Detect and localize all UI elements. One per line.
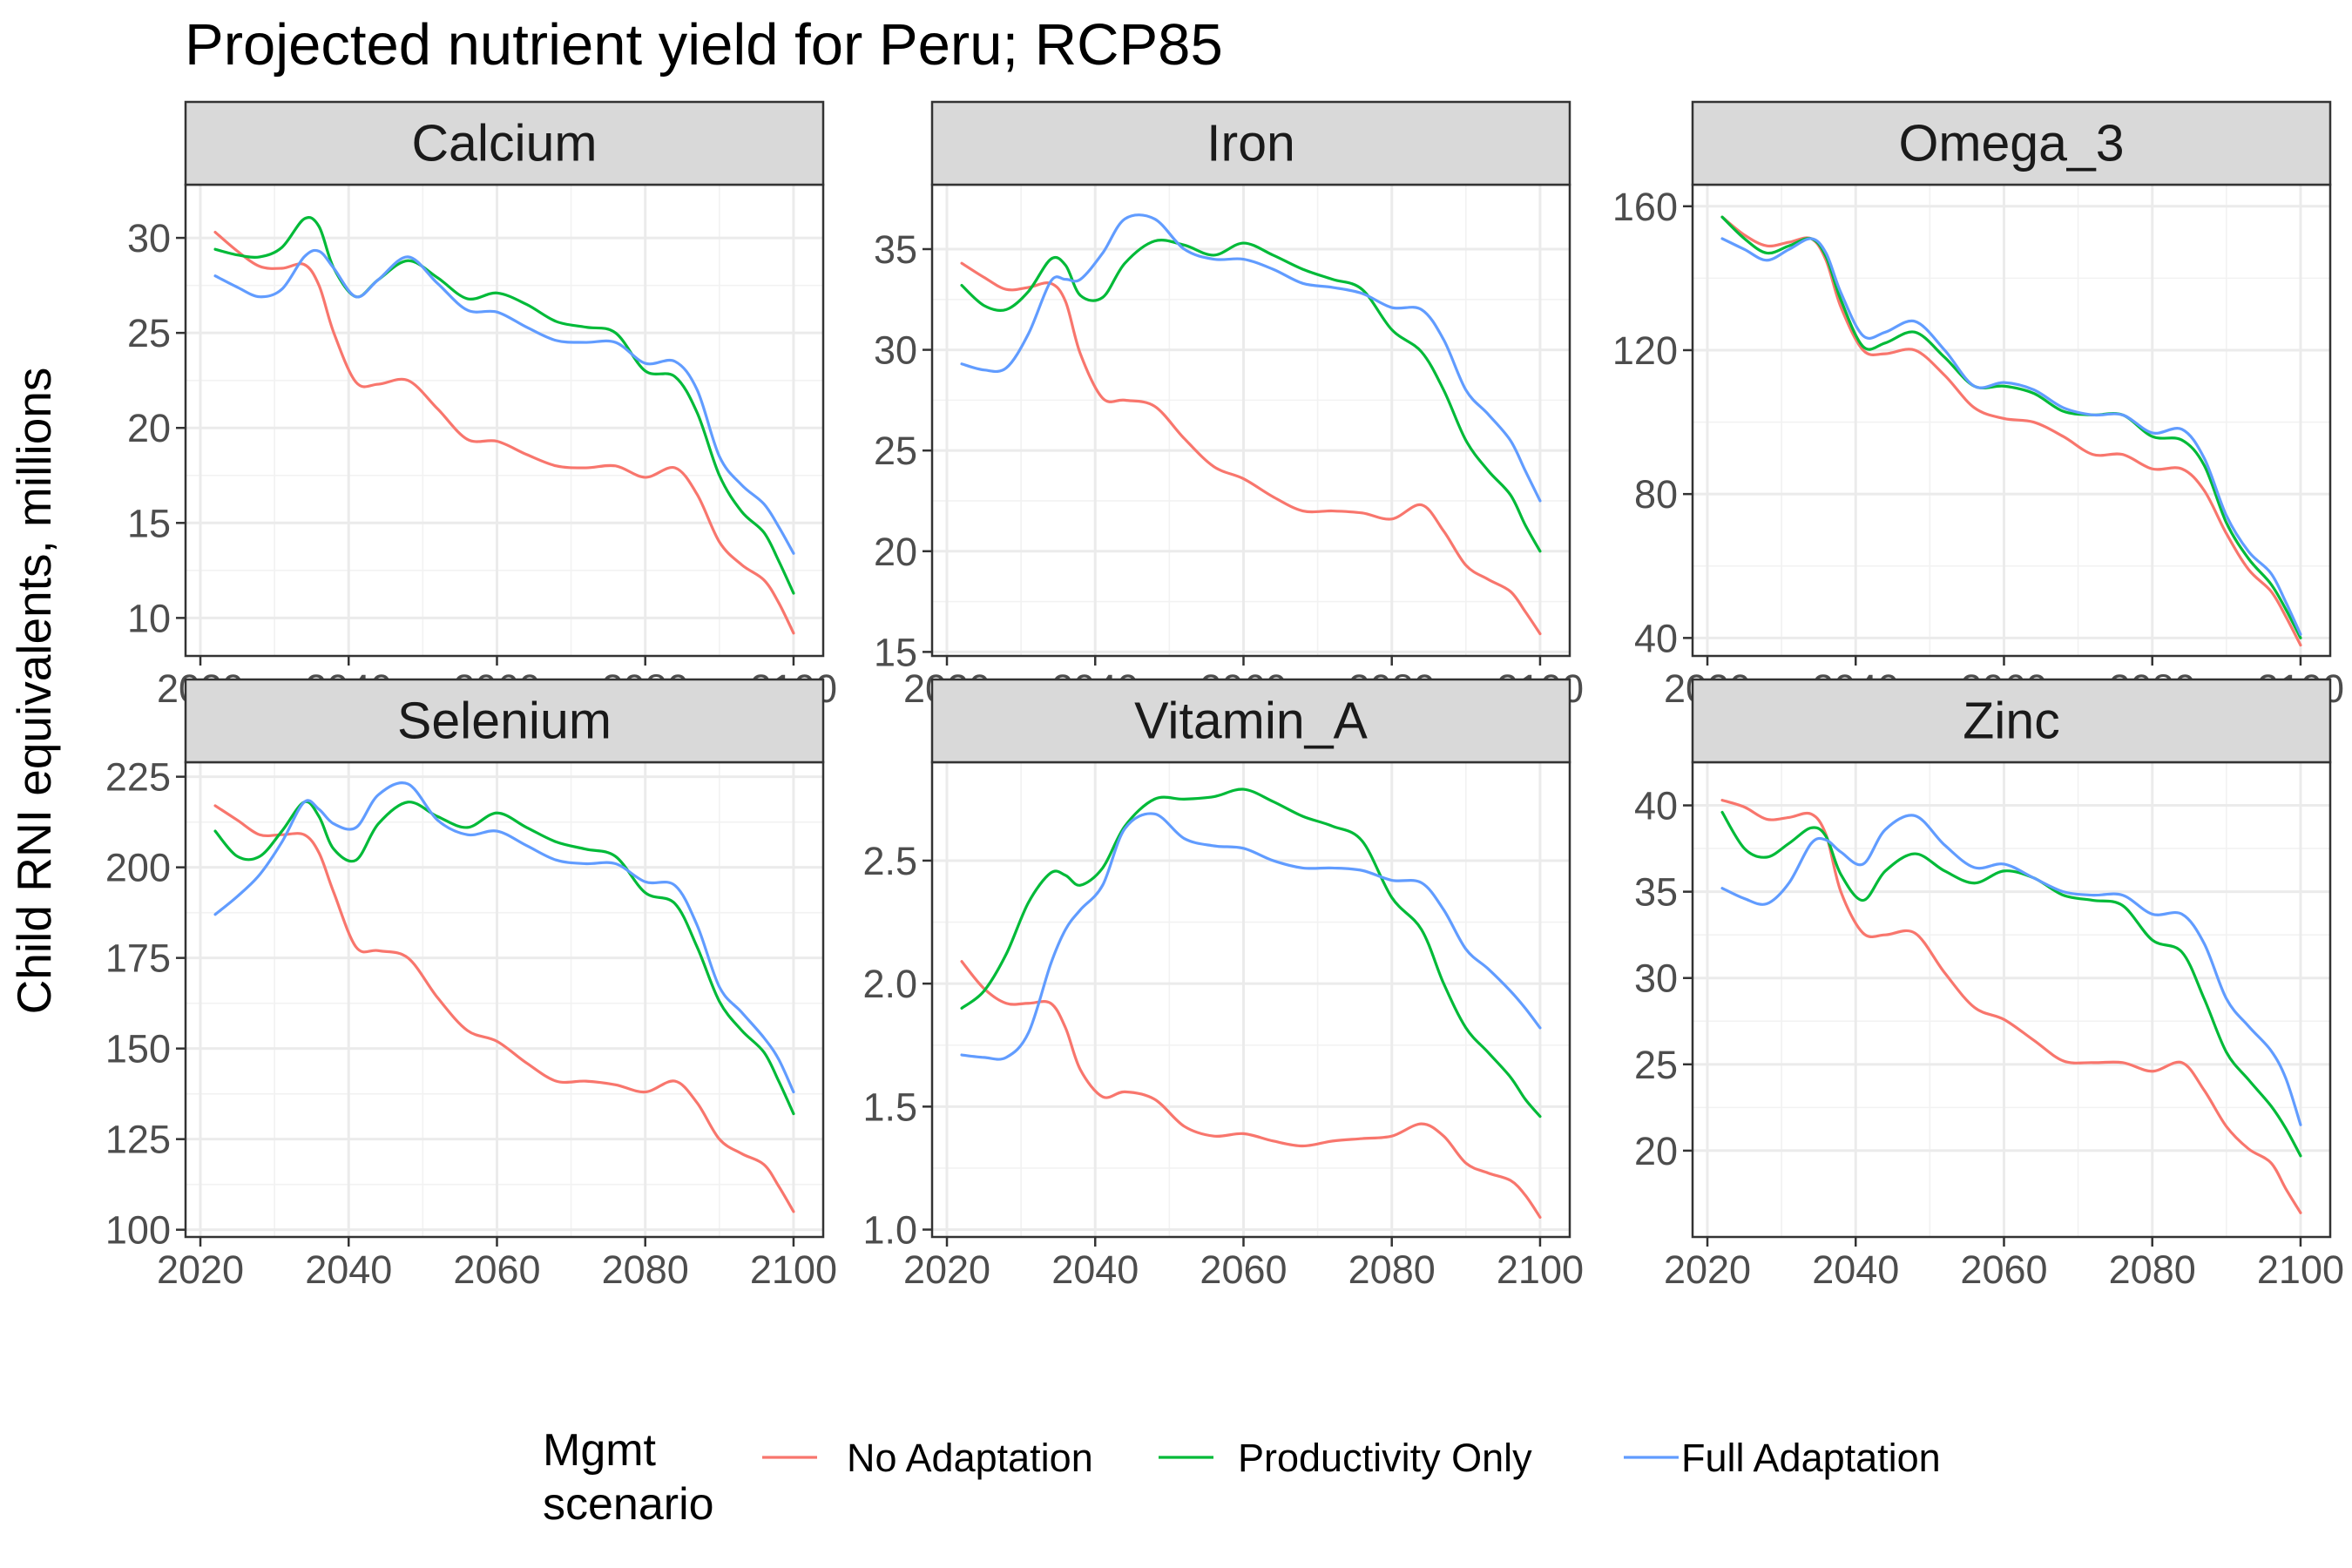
panel-omega-3: Omega_3408012016020202040206020802100 bbox=[1612, 100, 2344, 711]
x-tick-label: 2100 bbox=[1497, 1247, 1584, 1292]
series-line-full-adaptation bbox=[1720, 237, 2302, 636]
x-tick-label: 2060 bbox=[1200, 1247, 1287, 1292]
y-tick-label: 20 bbox=[1634, 1129, 1678, 1173]
x-tick-label: 2100 bbox=[2257, 1247, 2344, 1292]
y-tick-label: 35 bbox=[1634, 870, 1678, 915]
series-line-no-adaptation bbox=[1720, 799, 2302, 1214]
strip-header bbox=[930, 100, 1571, 186]
series-line-productivity-only bbox=[213, 216, 795, 595]
y-tick-label: 35 bbox=[874, 227, 917, 272]
panel-border bbox=[930, 183, 1571, 658]
series-line-productivity-only bbox=[1720, 810, 2302, 1158]
y-tick-label: 40 bbox=[1634, 616, 1678, 660]
series-line-no-adaptation bbox=[960, 261, 1542, 636]
x-tick-label: 2020 bbox=[903, 1247, 990, 1292]
legend-item-productivity-only: Productivity Only bbox=[1159, 1436, 1532, 1480]
panel-vitamin-a: Vitamin_A 1.0 1.5 2.0 2.5 2020 2040 2060 2080 210… bbox=[862, 678, 1584, 1292]
strip-header bbox=[930, 678, 1571, 764]
legend-label-productivity-only: Productivity Only bbox=[1238, 1436, 1532, 1480]
x-tick-label: 2060 bbox=[453, 1247, 540, 1292]
y-tick-label: 80 bbox=[1634, 472, 1678, 517]
y-tick-label: 20 bbox=[127, 406, 171, 450]
x-tick-label: 2080 bbox=[2109, 1247, 2196, 1292]
y-tick-label: 15 bbox=[127, 501, 171, 545]
strip-header bbox=[184, 678, 825, 764]
y-tick-label: 30 bbox=[1634, 956, 1678, 1001]
y-tick-label: 120 bbox=[1612, 328, 1678, 373]
x-tick-label: 2040 bbox=[1812, 1247, 1899, 1292]
legend-title-line2: scenario bbox=[543, 1479, 714, 1530]
series-line-productivity-only bbox=[960, 787, 1542, 1119]
panel-border bbox=[184, 183, 825, 658]
series-line-full-adaptation bbox=[960, 812, 1542, 1061]
chart-title: Projected nutrient yield for Peru; RCP85 bbox=[185, 12, 1223, 78]
strip-header bbox=[1691, 678, 2332, 764]
strip-label: Selenium bbox=[397, 693, 612, 750]
panel-border bbox=[930, 760, 1571, 1239]
y-tick-label: 175 bbox=[105, 936, 171, 981]
y-tick-label: 160 bbox=[1612, 185, 1678, 229]
x-tick-label: 2020 bbox=[1664, 1247, 1751, 1292]
y-tick-label: 1.5 bbox=[862, 1085, 917, 1129]
legend-label-full-adaptation: Full Adaptation bbox=[1681, 1436, 1941, 1480]
facet-panels: Calcium101520253020202040206020802100Iro… bbox=[105, 100, 2344, 1292]
y-tick-label: 225 bbox=[105, 755, 171, 800]
y-tick-label: 40 bbox=[1634, 784, 1678, 828]
y-tick-label: 150 bbox=[105, 1027, 171, 1071]
strip-label: Zinc bbox=[1963, 693, 2059, 750]
strip-header bbox=[184, 100, 825, 186]
x-tick-label: 2080 bbox=[602, 1247, 689, 1292]
strip-label: Omega_3 bbox=[1898, 115, 2124, 172]
panel-border bbox=[1691, 760, 2332, 1239]
series-line-full-adaptation bbox=[213, 781, 795, 1094]
y-tick-label: 2.0 bbox=[862, 962, 917, 1006]
x-tick-label: 2040 bbox=[1051, 1247, 1139, 1292]
series-line-full-adaptation bbox=[1720, 814, 2302, 1126]
series-line-productivity-only bbox=[1720, 215, 2302, 639]
y-tick-label: 200 bbox=[105, 846, 171, 890]
strip-header bbox=[1691, 100, 2332, 186]
strip-label: Vitamin_A bbox=[1134, 693, 1368, 750]
y-axis-label: Child RNI equivalents, millions bbox=[7, 368, 61, 1015]
panel-zinc: Zinc 20 25 30 35 40 2020 2040 2060 2080 2100 bbox=[1634, 678, 2344, 1292]
y-tick-label: 2.5 bbox=[862, 839, 917, 883]
y-tick-label: 10 bbox=[127, 596, 171, 640]
x-tick-label: 2080 bbox=[1348, 1247, 1436, 1292]
legend: Mgmt scenario No Adaptation Productivity… bbox=[543, 1425, 1941, 1530]
x-tick-label: 2020 bbox=[157, 1247, 244, 1292]
series-line-full-adaptation bbox=[213, 248, 795, 555]
legend-item-full-adaptation: Full Adaptation bbox=[1624, 1436, 1941, 1480]
series-line-no-adaptation bbox=[213, 804, 795, 1213]
legend-title-line1: Mgmt bbox=[543, 1425, 657, 1476]
y-tick-label: 15 bbox=[874, 630, 917, 674]
y-tick-label: 100 bbox=[105, 1208, 171, 1253]
y-tick-label: 25 bbox=[127, 311, 171, 355]
legend-label-no-adaptation: No Adaptation bbox=[847, 1436, 1093, 1480]
panel-calcium: Calcium101520253020202040206020802100 bbox=[127, 100, 837, 711]
series-line-no-adaptation bbox=[1720, 215, 2302, 647]
series-line-no-adaptation bbox=[213, 230, 795, 635]
x-tick-label: 2100 bbox=[750, 1247, 837, 1292]
y-tick-label: 20 bbox=[874, 530, 917, 574]
x-tick-label: 2060 bbox=[1960, 1247, 2047, 1292]
y-tick-label: 30 bbox=[874, 328, 917, 373]
strip-label: Calcium bbox=[411, 115, 597, 172]
series-line-full-adaptation bbox=[960, 213, 1542, 503]
legend-item-no-adaptation: No Adaptation bbox=[762, 1436, 1093, 1480]
y-tick-label: 1.0 bbox=[862, 1208, 917, 1253]
series-line-productivity-only bbox=[960, 239, 1542, 553]
y-tick-label: 25 bbox=[874, 429, 917, 473]
panel-iron: Iron152025303520202040206020802100 bbox=[874, 100, 1584, 711]
strip-label: Iron bbox=[1206, 115, 1295, 172]
panel-selenium: Selenium 100 125 150 175 200 225 2020 2040 2060 20… bbox=[105, 678, 837, 1292]
series-line-no-adaptation bbox=[960, 960, 1542, 1220]
y-tick-label: 25 bbox=[1634, 1043, 1678, 1087]
y-tick-label: 30 bbox=[127, 216, 171, 260]
x-tick-label: 2040 bbox=[305, 1247, 392, 1292]
y-tick-label: 125 bbox=[105, 1118, 171, 1162]
